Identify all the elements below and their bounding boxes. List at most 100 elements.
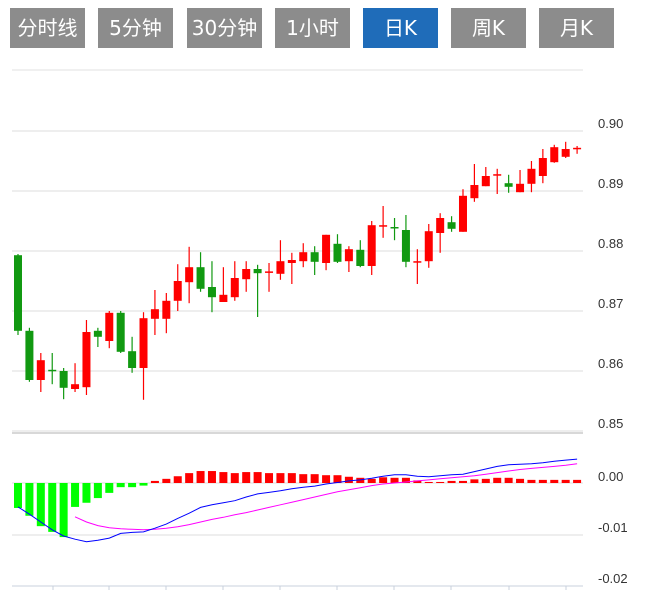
macd-bar <box>470 479 479 483</box>
macd-bar <box>48 483 57 532</box>
macd-bar <box>162 478 171 483</box>
candle-down <box>93 330 102 337</box>
macd-bar <box>333 475 342 483</box>
candle-down <box>333 243 342 262</box>
candle-up <box>561 149 570 157</box>
macd-bar <box>447 480 456 483</box>
candle-up <box>139 318 148 368</box>
tab-intraday[interactable]: 分时线 <box>10 8 85 48</box>
candle-up <box>105 312 114 341</box>
macd-bar <box>93 483 102 499</box>
macd-tick-label: 0.00 <box>598 469 623 484</box>
candle-down <box>390 227 399 229</box>
dif-line <box>17 458 578 543</box>
tab-5min[interactable]: 5分钟 <box>98 8 173 48</box>
candle-down <box>128 351 137 368</box>
macd-bar <box>413 480 422 483</box>
macd-bar <box>219 472 228 483</box>
price-tick-label: 0.88 <box>598 236 623 251</box>
candle-down <box>310 252 319 262</box>
macd-bar <box>493 477 502 483</box>
candle-down <box>25 330 34 380</box>
macd-bar <box>253 472 262 483</box>
macd-bar <box>299 474 308 483</box>
candle-down <box>48 369 57 372</box>
macd-bar <box>173 476 182 483</box>
price-tick-label: 0.89 <box>598 176 623 191</box>
price-tick-label: 0.90 <box>598 116 623 131</box>
price-tick-label: 0.87 <box>598 296 623 311</box>
candle-up <box>173 281 182 301</box>
candle-down <box>207 287 216 298</box>
macd-bar <box>379 477 388 483</box>
candle-up <box>230 278 239 298</box>
tab-monthly-k[interactable]: 月K <box>539 8 614 48</box>
candle-up <box>458 195 467 232</box>
candle-up <box>219 294 228 302</box>
candle-down <box>59 371 68 388</box>
macd-bar <box>196 471 205 483</box>
macd-bar <box>527 479 536 483</box>
candle-up <box>322 234 331 263</box>
candle-up <box>162 300 171 319</box>
macd-tick-label: -0.01 <box>598 520 628 535</box>
candle-down <box>14 255 22 331</box>
candle-up <box>481 176 490 187</box>
macd-bar <box>207 471 216 483</box>
candle-up <box>550 147 559 163</box>
candle-down <box>116 312 125 352</box>
candle-up <box>242 269 251 280</box>
candle-up <box>276 261 285 274</box>
macd-bar <box>185 473 194 483</box>
candle-up <box>265 271 274 273</box>
candle-up <box>516 183 525 193</box>
macd-bar <box>265 473 274 483</box>
macd-bar <box>230 473 239 483</box>
candle-up <box>344 249 353 262</box>
macd-bar <box>82 483 91 503</box>
candle-up <box>36 360 45 380</box>
macd-bar <box>71 483 80 507</box>
macd-bar <box>139 483 148 486</box>
macd-bar <box>25 483 34 516</box>
macd-bar <box>481 478 490 483</box>
macd-bar <box>242 472 251 483</box>
candle-up <box>413 261 422 263</box>
candle-up <box>185 267 194 283</box>
macd-bar <box>356 477 365 483</box>
candle-up <box>573 147 582 150</box>
macd-bar <box>276 473 285 483</box>
candle-up <box>527 168 536 184</box>
macd-bar <box>344 476 353 483</box>
macd-bar <box>390 477 399 483</box>
tab-weekly-k[interactable]: 周K <box>451 8 526 48</box>
price-tick-label: 0.85 <box>598 416 623 431</box>
macd-bar <box>424 481 433 483</box>
candle-up <box>493 174 502 176</box>
macd-bar <box>150 480 159 483</box>
candle-down <box>196 267 205 289</box>
candle-up <box>367 225 376 266</box>
macd-bar <box>516 478 525 483</box>
price-tick-label: 0.86 <box>598 356 623 371</box>
candle-up <box>150 309 159 319</box>
macd-bar <box>36 483 45 527</box>
candle-down <box>447 222 456 229</box>
candle-up <box>299 252 308 262</box>
macd-bar <box>538 479 547 483</box>
macd-bar <box>287 473 296 483</box>
macd-tick-label: -0.02 <box>598 571 628 586</box>
candle-up <box>470 185 479 199</box>
macd-bar <box>105 483 114 493</box>
tab-1hour[interactable]: 1小时 <box>275 8 350 48</box>
candle-up <box>287 260 296 263</box>
dea-line <box>74 463 578 531</box>
candle-down <box>504 183 513 187</box>
tab-daily-k[interactable]: 日K <box>363 8 438 48</box>
macd-bar <box>367 478 376 483</box>
macd-bar <box>550 479 559 483</box>
macd-bar <box>436 481 445 483</box>
macd-bar <box>59 483 68 538</box>
tab-30min[interactable]: 30分钟 <box>187 8 262 48</box>
